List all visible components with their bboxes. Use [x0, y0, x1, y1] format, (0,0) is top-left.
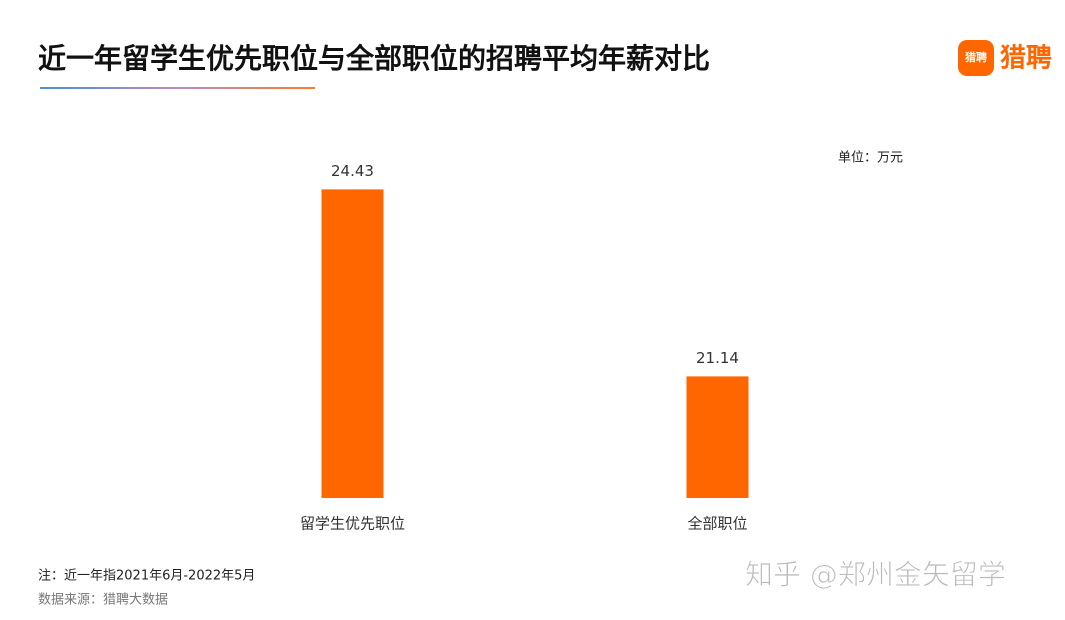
unit-label: 单位：万元	[838, 151, 903, 166]
bar	[686, 376, 749, 498]
logo-icon	[958, 40, 994, 76]
logo-icon-text: 猎聘	[965, 50, 987, 64]
source: 数据来源：猎聘大数据	[38, 593, 168, 608]
value-label: 21.14	[696, 349, 739, 367]
title-underline	[40, 87, 315, 89]
logo-text: 猎聘	[1000, 44, 1052, 74]
bar	[321, 189, 384, 498]
value-label: 24.43	[331, 162, 374, 180]
watermark: 知乎 @郑州金矢留学	[745, 558, 1006, 591]
chart-title: 近一年留学生优先职位与全部职位的招聘平均年薪对比	[38, 42, 710, 75]
note: 注：近一年指2021年6月-2022年5月	[38, 569, 255, 584]
x-tick-label: 全部职位	[687, 515, 747, 533]
x-tick-label: 留学生优先职位	[300, 515, 405, 533]
